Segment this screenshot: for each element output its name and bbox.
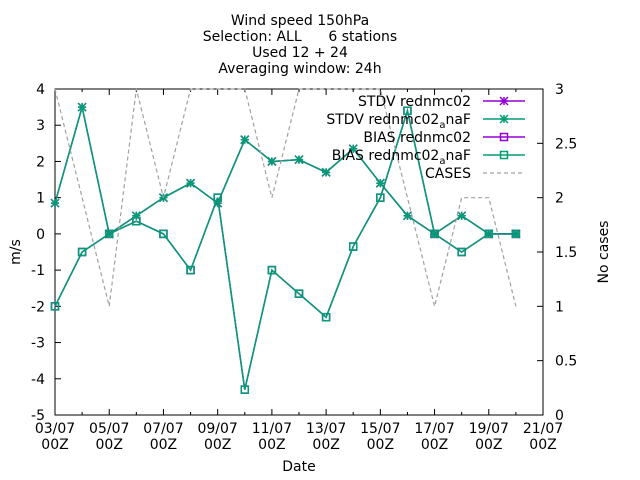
series-line xyxy=(54,88,517,307)
data-point xyxy=(376,193,385,202)
y-tick-label: -5 xyxy=(31,408,45,424)
series-3 xyxy=(50,106,521,394)
x-tick-label-hour: 00Z xyxy=(367,437,394,453)
data-point xyxy=(348,144,358,154)
title-line-1: Wind speed 150hPa xyxy=(231,13,369,29)
data-point xyxy=(403,106,412,115)
data-point xyxy=(430,229,439,239)
y2-tick-label: 0.5 xyxy=(555,354,577,370)
data-point xyxy=(213,193,222,202)
y2-tick-label: 2 xyxy=(555,191,564,207)
legend-label: BIAS rednmc02 xyxy=(363,130,471,146)
data-point xyxy=(294,155,304,165)
legend-entry: STDV rednmc02anaF xyxy=(326,112,525,131)
plot-series xyxy=(50,88,521,394)
x-tick-label-date: 03/07 xyxy=(35,421,75,437)
y-tick-label: -2 xyxy=(31,299,45,315)
y2-tick-label: 1 xyxy=(555,299,564,315)
data-point xyxy=(50,198,60,208)
y2-tick-label: 3 xyxy=(555,82,564,98)
x-tick-label-date: 15/07 xyxy=(360,421,400,437)
data-point xyxy=(321,312,331,322)
series-line xyxy=(54,107,516,390)
y-tick-label: -1 xyxy=(31,263,45,279)
x-tick-label-hour: 00Z xyxy=(96,437,123,453)
legend-label: CASES xyxy=(425,166,471,182)
x-tick-label-date: 11/07 xyxy=(252,421,292,437)
data-point xyxy=(186,178,196,188)
x-tick-label-date: 07/07 xyxy=(143,421,183,437)
axes: -5-4-3-2-10123400.511.522.5303/0700Z05/0… xyxy=(31,82,577,453)
x-tick-label-date: 09/07 xyxy=(197,421,237,437)
data-point xyxy=(267,265,277,275)
legend-label: BIAS rednmc02anaF xyxy=(332,148,471,167)
x-tick-label-date: 17/07 xyxy=(414,421,454,437)
data-point xyxy=(511,229,521,239)
y-tick-label: -4 xyxy=(31,372,45,388)
x-tick-label-date: 05/07 xyxy=(89,421,129,437)
x-tick-label-hour: 00Z xyxy=(258,437,285,453)
data-point xyxy=(294,289,304,298)
data-point xyxy=(104,229,114,239)
data-point xyxy=(77,102,87,112)
series-line xyxy=(54,106,516,236)
data-point xyxy=(50,302,60,311)
y-tick-label: 0 xyxy=(36,227,45,243)
x-tick-label-hour: 00Z xyxy=(421,437,448,453)
legend-entry: BIAS rednmc02 xyxy=(363,130,525,146)
x-axis-label: Date xyxy=(282,459,315,475)
y-tick-label: 3 xyxy=(36,118,45,134)
y2-tick-label: 1.5 xyxy=(555,245,577,261)
title-line-4: Averaging window: 24h xyxy=(218,61,381,77)
series-4 xyxy=(54,88,517,307)
legend-entry: STDV rednmc02 xyxy=(358,94,525,110)
data-point xyxy=(457,211,467,221)
data-point xyxy=(375,178,385,188)
y-tick-label: 1 xyxy=(36,191,45,207)
y-tick-label: -3 xyxy=(31,336,45,352)
data-point xyxy=(77,247,87,257)
y2-tick-label: 2.5 xyxy=(555,136,577,152)
chart-title: Wind speed 150hPa Selection: ALL 6 stati… xyxy=(203,13,397,77)
x-tick-label-hour: 00Z xyxy=(150,437,177,453)
x-tick-label-hour: 00Z xyxy=(41,437,68,453)
data-point xyxy=(484,229,494,239)
legend-entry: CASES xyxy=(425,166,525,182)
data-point xyxy=(457,247,466,257)
y-axis-label: m/s xyxy=(8,239,24,265)
x-tick-label-hour: 00Z xyxy=(312,437,339,453)
legend-marker xyxy=(499,114,509,124)
legend-label: STDV rednmc02 xyxy=(358,94,471,110)
x-tick-label-date: 21/07 xyxy=(523,421,563,437)
legend-marker xyxy=(499,150,509,160)
data-point xyxy=(402,211,412,221)
y2-tick-label: 0 xyxy=(555,408,564,424)
y2-axis-label: No cases xyxy=(596,221,612,284)
data-point xyxy=(321,167,331,177)
title-line-3: Used 12 + 24 xyxy=(252,45,348,61)
data-point xyxy=(159,229,168,239)
x-tick-label-hour: 00Z xyxy=(204,437,231,453)
data-point xyxy=(186,265,195,275)
x-tick-label-hour: 00Z xyxy=(529,437,556,453)
legend-marker xyxy=(499,132,509,142)
data-point xyxy=(132,216,141,226)
data-point xyxy=(240,135,250,145)
title-line-2: Selection: ALL 6 stations xyxy=(203,29,397,45)
data-point xyxy=(240,385,250,394)
data-point xyxy=(267,156,277,166)
y-tick-label: 4 xyxy=(36,82,45,98)
legend-marker xyxy=(499,96,509,106)
data-point xyxy=(348,242,358,251)
legend-label: STDV rednmc02anaF xyxy=(326,112,471,131)
x-tick-label-date: 13/07 xyxy=(306,421,346,437)
x-tick-label-date: 19/07 xyxy=(469,421,509,437)
legend-entry: BIAS rednmc02anaF xyxy=(332,148,525,167)
y-tick-label: 2 xyxy=(36,154,45,170)
x-tick-label-hour: 00Z xyxy=(475,437,502,453)
